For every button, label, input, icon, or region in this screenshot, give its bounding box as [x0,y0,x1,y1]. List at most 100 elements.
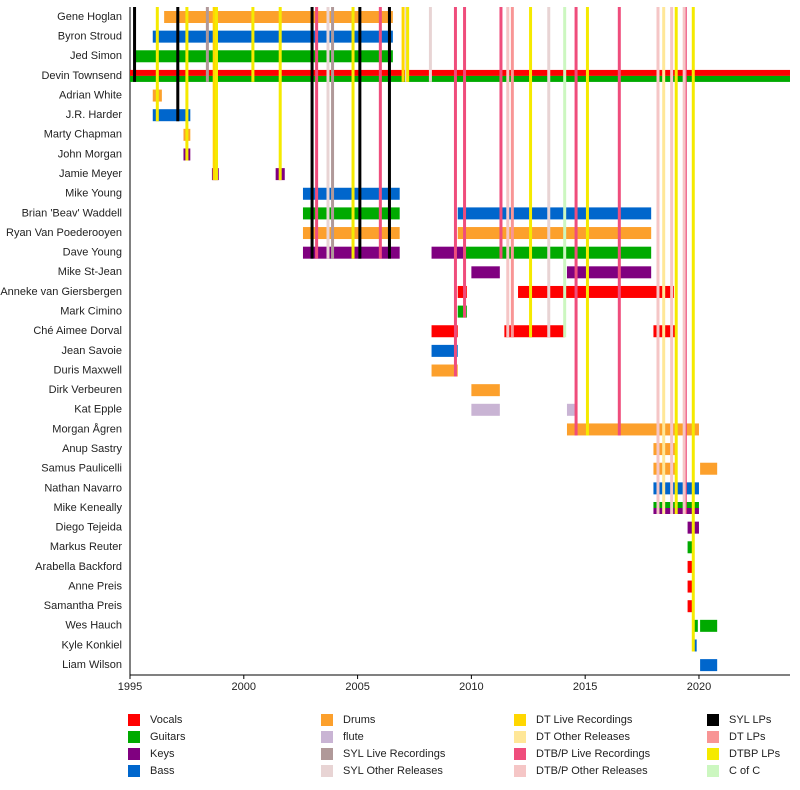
member-label: Mike Young [65,188,122,200]
member-label: Diego Tejeida [56,522,123,534]
legend-label: Vocals [150,714,183,726]
member-label: Duris Maxwell [54,364,122,376]
role-bar [457,305,467,318]
role-bar [164,11,393,23]
member-label: Jed Simon [70,50,122,62]
legend-label: flute [343,731,364,743]
role-bar [471,266,500,279]
role-bar [471,384,500,397]
legend-label: SYL LPs [729,714,772,726]
role-bar [130,69,790,76]
role-bar [566,403,575,416]
legend-swatch [321,748,333,760]
member-label: Adrian White [59,89,122,101]
member-label: J.R. Harder [66,109,123,121]
member-label: Byron Stroud [58,31,122,43]
member-label: Jean Savoie [61,345,122,357]
role-bar [566,423,699,436]
member-label: Ryan Van Poederooyen [6,227,122,239]
legend-swatch [707,714,719,726]
x-tick-label: 2015 [573,681,597,693]
legend-label: C of C [729,765,760,777]
member-label: Samus Paulicelli [41,463,122,475]
legend-swatch [707,765,719,777]
role-bar [566,266,652,279]
legend-swatch [128,748,140,760]
legend-label: DT Other Releases [536,731,630,743]
x-tick-label: 1995 [118,681,142,693]
legend-label: DTB/P Live Recordings [536,748,651,760]
member-label: Dirk Verbeuren [49,384,122,396]
legend-swatch [514,748,526,760]
legend-swatch [321,731,333,743]
member-label: Liam Wilson [62,659,122,671]
member-label: Nathan Navarro [44,482,122,494]
role-bar [457,227,652,240]
legend-swatch [128,714,140,726]
member-label: Wes Hauch [65,620,122,632]
member-label: Brian 'Beav' Waddell [22,207,122,219]
x-tick-label: 2000 [232,681,256,693]
legend-label: SYL Other Releases [343,765,443,777]
member-label: John Morgan [58,148,122,160]
member-label: Mark Cimino [60,306,122,318]
role-bar [464,246,652,259]
legend-label: SYL Live Recordings [343,748,446,760]
legend-swatch [707,748,719,760]
role-bar [457,207,652,220]
legend-label: Bass [150,765,175,777]
member-label: Gene Hoglan [57,11,122,23]
legend-swatch [128,731,140,743]
x-tick-label: 2005 [345,681,369,693]
legend-swatch [128,765,140,777]
legend-label: DTB/P Other Releases [536,765,648,777]
legend-label: Drums [343,714,376,726]
member-label: Samantha Preis [44,600,123,612]
member-label: Kyle Konkiel [61,639,122,651]
x-tick-label: 2010 [459,681,483,693]
member-label: Mike Keneally [54,502,123,514]
legend-swatch [707,731,719,743]
member-label: Mike St-Jean [58,266,122,278]
legend-label: DT Live Recordings [536,714,633,726]
member-label: Markus Reuter [50,541,122,553]
role-bar [700,619,718,632]
legend-label: Guitars [150,731,186,743]
legend-label: DTBP LPs [729,748,781,760]
member-label: Kat Epple [74,404,122,416]
role-bar [700,659,718,672]
legend-swatch [321,765,333,777]
role-bar [693,619,698,632]
role-bar [152,109,191,122]
role-bar [431,344,458,357]
legend-label: Keys [150,748,175,760]
member-label: Anneke van Giersbergen [0,286,122,298]
role-bar [152,30,393,43]
legend-label: DT LPs [729,731,766,743]
legend-swatch [514,765,526,777]
legend-swatch [514,731,526,743]
role-bar [687,600,694,613]
x-tick-label: 2020 [687,681,711,693]
role-bar [431,246,465,259]
legend-swatch [514,714,526,726]
member-label: Jamie Meyer [59,168,122,180]
member-label: Devin Townsend [41,70,122,82]
role-bar [431,364,458,377]
member-label: Marty Chapman [44,129,122,141]
member-label: Morgan Ågren [52,422,122,435]
role-bar [130,75,790,82]
role-bar [687,580,694,593]
role-bar [431,325,458,338]
role-bar [687,541,694,554]
role-bar [700,462,718,475]
role-bar [457,285,467,298]
member-label: Anup Sastry [62,443,122,455]
role-bar [518,285,674,298]
role-bar [687,560,694,573]
legend-swatch [321,714,333,726]
role-bar [471,403,500,416]
member-label: Ché Aimee Dorval [33,325,122,337]
member-label: Dave Young [63,247,122,259]
